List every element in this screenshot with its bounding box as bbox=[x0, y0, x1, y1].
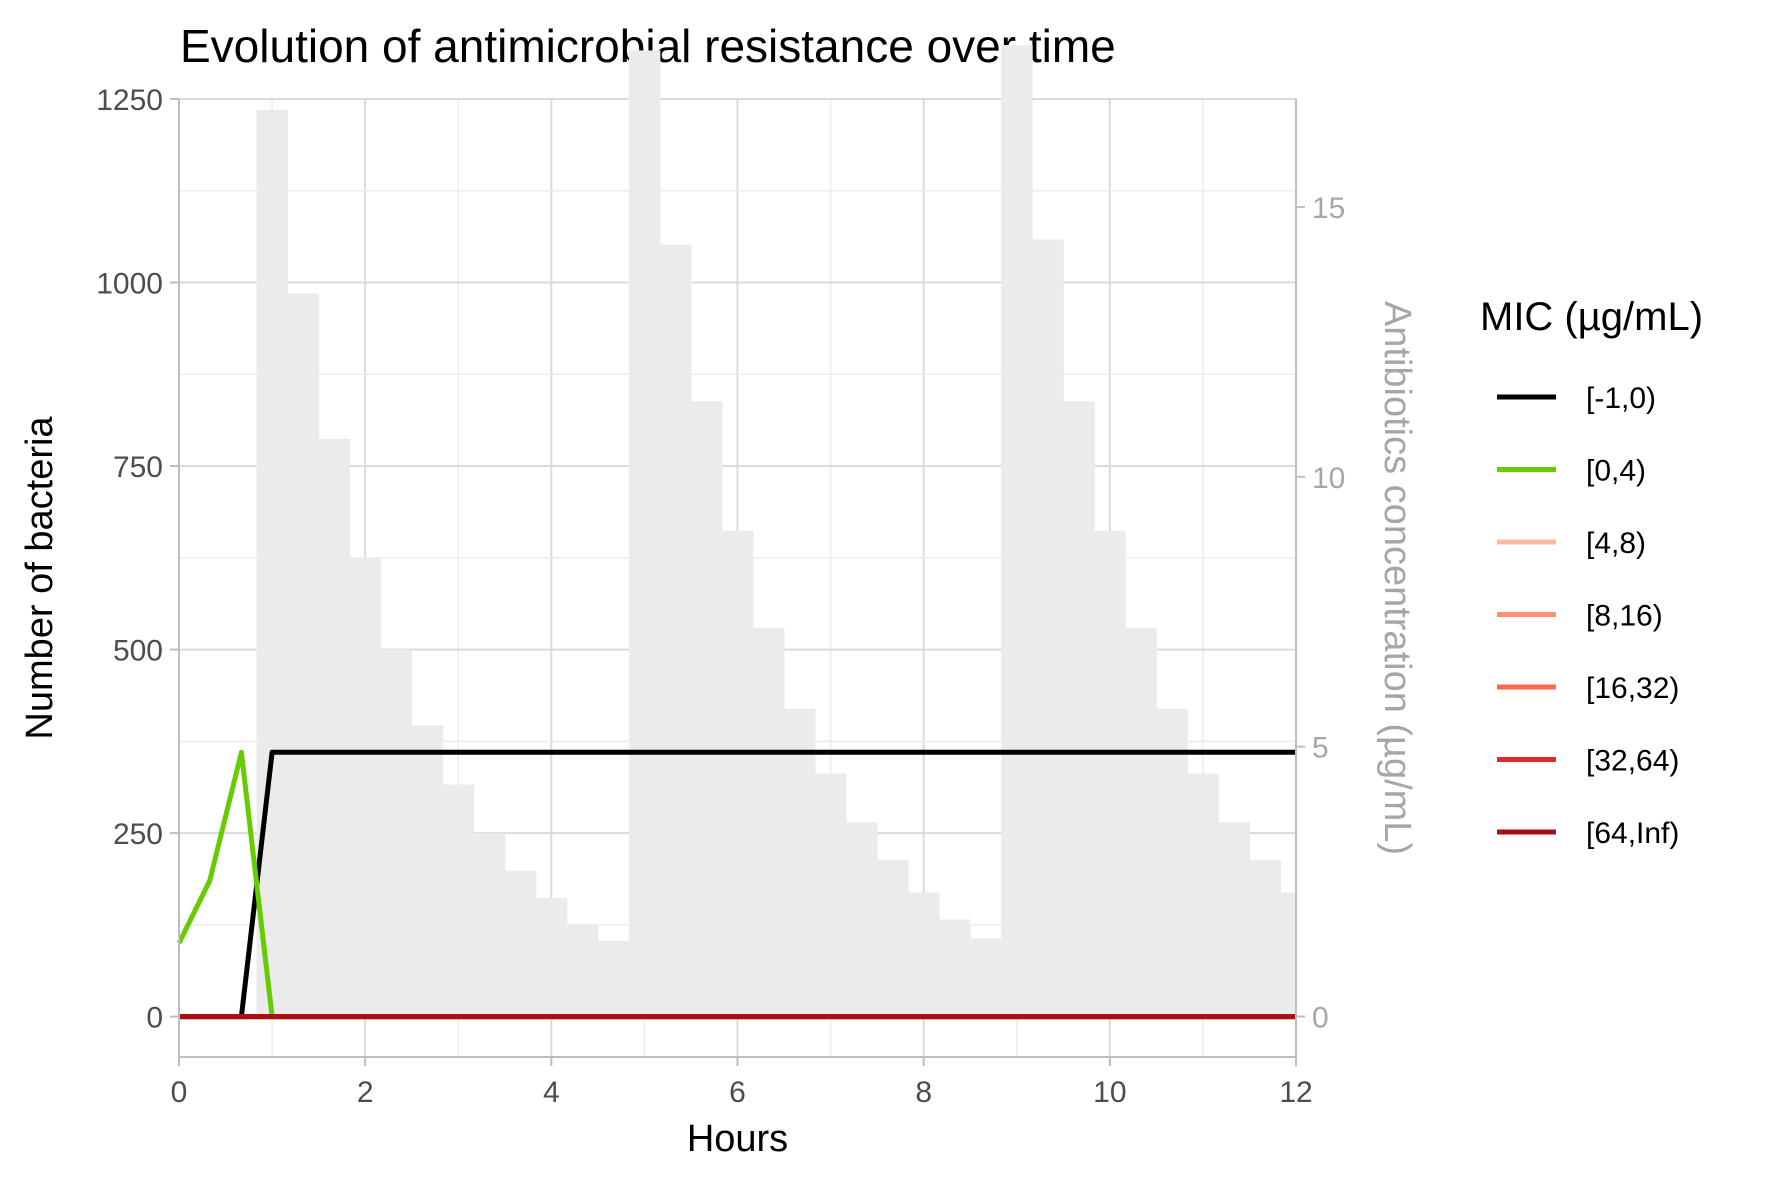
x-axis-title: Hours bbox=[687, 1118, 788, 1160]
y-tick-label: 750 bbox=[113, 451, 163, 484]
concentration-bar bbox=[877, 860, 909, 1017]
concentration-bar bbox=[846, 822, 878, 1017]
y-tick-label: 1000 bbox=[96, 268, 163, 301]
concentration-bar bbox=[473, 833, 506, 1017]
x-tick-label: 2 bbox=[357, 1076, 374, 1109]
x-tick-label: 4 bbox=[543, 1076, 560, 1109]
legend: MIC (µg/mL) [-1,0) [0,4) [4,8) [8,16) [16,32… bbox=[1480, 295, 1703, 850]
y2-axis-title: Antibiotics concentration (µg/mL) bbox=[1376, 301, 1418, 855]
series-lines bbox=[176, 749, 1296, 1020]
legend-items: [-1,0) [0,4) [4,8) [8,16) [16,32) [32,64) [64,… bbox=[1497, 382, 1679, 850]
concentration-bar bbox=[442, 784, 475, 1017]
x-tick-label: 10 bbox=[1093, 1076, 1126, 1109]
x-tick-label: 12 bbox=[1279, 1076, 1312, 1109]
legend-label: [8,16) bbox=[1586, 600, 1663, 633]
concentration-bar bbox=[721, 530, 754, 1017]
x-tick-label: 8 bbox=[915, 1076, 932, 1109]
concentration-bar bbox=[1187, 773, 1219, 1017]
y-axis-title: Number of bacteria bbox=[19, 416, 61, 740]
concentration-bar bbox=[1125, 627, 1157, 1017]
concentration-bar bbox=[753, 627, 785, 1017]
y-tick-label: 500 bbox=[113, 635, 163, 668]
concentration-bar bbox=[318, 439, 351, 1017]
axes: 0 250 500 750 1000 1250 0 5 10 15 0 2 4 6 8 10 12 bbox=[96, 84, 1345, 1109]
legend-label: [32,64) bbox=[1586, 745, 1679, 778]
y2-tick-label: 15 bbox=[1312, 192, 1345, 225]
y2-tick-label: 10 bbox=[1312, 462, 1345, 495]
concentration-bar bbox=[784, 708, 816, 1017]
concentration-bar bbox=[1063, 401, 1095, 1017]
concentration-bar bbox=[659, 244, 692, 1017]
legend-title: MIC (µg/mL) bbox=[1480, 295, 1703, 339]
y2-tick-label: 5 bbox=[1312, 732, 1329, 765]
concentration-bar bbox=[690, 401, 723, 1017]
y-tick-label: 1250 bbox=[96, 84, 163, 117]
concentration-bar bbox=[535, 897, 568, 1017]
concentration-bar bbox=[411, 725, 444, 1017]
concentration-bar bbox=[939, 919, 971, 1017]
concentration-bar bbox=[815, 773, 847, 1017]
y2-tick-label: 0 bbox=[1312, 1002, 1329, 1035]
y-tick-label: 0 bbox=[146, 1002, 163, 1035]
legend-label: [64,Inf) bbox=[1586, 817, 1679, 850]
concentration-bar bbox=[566, 924, 599, 1017]
concentration-bar bbox=[1280, 892, 1297, 1017]
concentration-bar bbox=[628, 50, 661, 1017]
legend-label: [4,8) bbox=[1586, 527, 1646, 560]
legend-label: [16,32) bbox=[1586, 672, 1679, 705]
concentration-bar bbox=[970, 938, 1002, 1017]
concentration-bar bbox=[256, 109, 289, 1017]
x-tick-label: 6 bbox=[729, 1076, 746, 1109]
concentration-bar bbox=[1094, 530, 1126, 1017]
legend-label: [-1,0) bbox=[1586, 382, 1656, 415]
concentration-bar bbox=[597, 940, 630, 1017]
concentration-bar bbox=[908, 892, 940, 1017]
concentration-bar bbox=[380, 649, 413, 1017]
concentration-bar bbox=[1001, 45, 1033, 1017]
concentration-bar bbox=[1156, 708, 1188, 1017]
legend-label: [0,4) bbox=[1586, 455, 1646, 488]
concentration-bar bbox=[1032, 239, 1064, 1017]
y-tick-label: 250 bbox=[113, 818, 163, 851]
concentration-bar bbox=[1249, 860, 1281, 1017]
x-tick-label: 0 bbox=[171, 1076, 188, 1109]
concentration-bar bbox=[349, 557, 382, 1017]
concentration-bar bbox=[504, 870, 537, 1017]
concentration-bars bbox=[256, 45, 1297, 1017]
concentration-bar bbox=[1218, 822, 1250, 1017]
concentration-bar bbox=[287, 293, 320, 1017]
